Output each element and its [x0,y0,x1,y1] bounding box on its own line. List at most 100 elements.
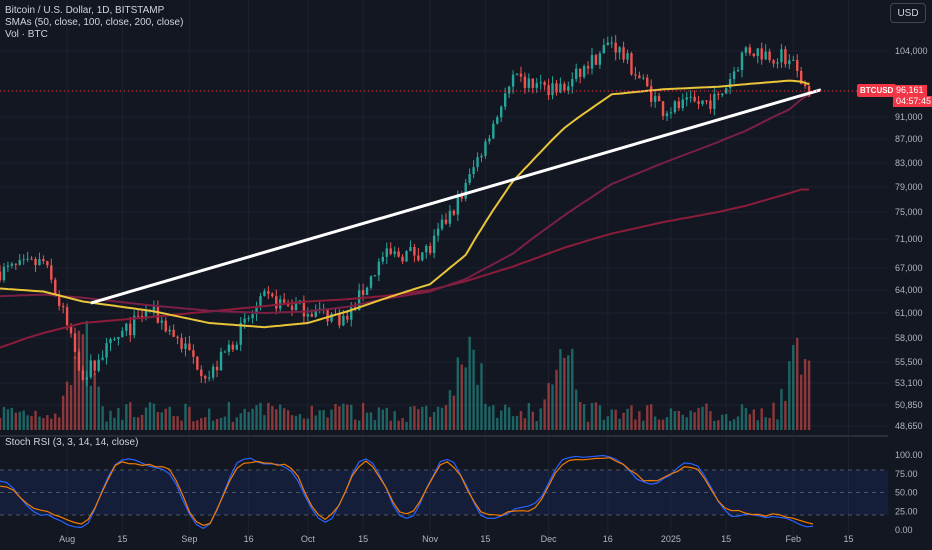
sma50-line [0,79,810,329]
price-tick-label: 104,000 [895,46,928,56]
volume-legend: Vol · BTC [5,29,48,40]
volume-bar [279,404,282,430]
candle-body [756,48,759,56]
volume-bar [105,421,108,430]
volume-bar [361,402,365,430]
candle-body [129,323,132,336]
candle-body [578,68,582,77]
candle-body [34,259,37,266]
volume-bar [215,418,219,430]
volume-bar [219,417,223,430]
volume-bar [642,420,645,430]
candle-body [590,55,594,69]
candle-body [421,252,424,261]
currency-button[interactable]: USD [890,3,926,23]
price-axis-bg [888,0,932,550]
volume-bar [239,413,242,430]
volume-bar [618,418,621,430]
candle-body [282,299,286,303]
candle-body [6,265,10,267]
price-tick-label: 75,000 [895,207,923,217]
candle-body [393,251,396,255]
volume-bar [665,417,669,430]
volume-bar [121,419,124,430]
volume-bar [669,408,673,430]
candle-body [436,228,440,236]
candle-body [239,322,242,345]
candle-body [89,360,92,378]
candle-body [432,235,436,254]
candle-body [519,73,523,77]
candle-body [30,258,33,260]
rsi-tick-label: 0.00 [895,525,913,535]
volume-bar [282,408,286,430]
volume-bar [156,412,160,430]
candle-body [196,356,199,370]
candle-body [136,315,140,317]
volume-bar [334,403,337,430]
candle-body [409,247,412,252]
candle-body [54,279,57,295]
volume-bar [799,374,803,430]
volume-bar [634,419,637,430]
volume-bar [638,411,641,430]
volume-bar [677,410,681,430]
candle-body [306,313,310,317]
volume-bar [125,404,128,430]
candle-body [251,314,254,319]
candle-body [677,101,681,109]
candle-body [594,55,598,65]
volume-bar [180,420,183,430]
volume-bar [192,421,195,430]
volume-bar [405,421,408,430]
stoch-rsi-d-line [0,457,814,526]
candle-body [2,266,6,281]
candle-body [10,263,14,266]
candle-body [780,49,783,63]
volume-bar [673,411,677,430]
candle-body [310,313,313,317]
volume-bar [646,405,649,430]
candle-body [144,310,148,318]
time-tick-label: Nov [422,534,439,544]
volume-bar [117,407,120,430]
volume-bar [0,417,2,430]
volume-bar [46,415,49,430]
volume-bar [681,414,684,430]
time-tick-label: 2025 [661,534,681,544]
volume-bar [22,410,25,430]
volume-bar [263,415,266,430]
candle-body [575,68,578,80]
candle-body [22,259,25,261]
volume-bar [440,407,444,430]
volume-bar [792,345,795,430]
volume-bar [14,412,17,430]
candle-body [732,71,736,80]
volume-bar [468,336,471,430]
volume-bar [732,419,736,430]
volume-bar [492,405,495,430]
candle-body [61,305,65,308]
volume-bar [685,417,688,430]
candle-body [389,248,392,255]
volume-bar [803,359,807,430]
volume-bar [58,417,61,430]
candle-body [117,337,120,340]
countdown-tag: 04:57:45 [893,96,932,107]
candle-body [602,44,606,54]
volume-bar [780,388,783,430]
candle-body [207,377,211,379]
candle-body [14,263,17,265]
candle-body [717,94,720,96]
candle-body [460,194,463,199]
candle-body [18,260,21,265]
volume-bar [172,416,175,430]
volume-bar [346,404,349,430]
volume-bar [294,415,298,430]
volume-bar [598,405,602,430]
volume-bar [650,404,653,430]
candle-body [448,210,452,224]
volume-bar [760,408,763,430]
volume-bar [614,409,617,430]
